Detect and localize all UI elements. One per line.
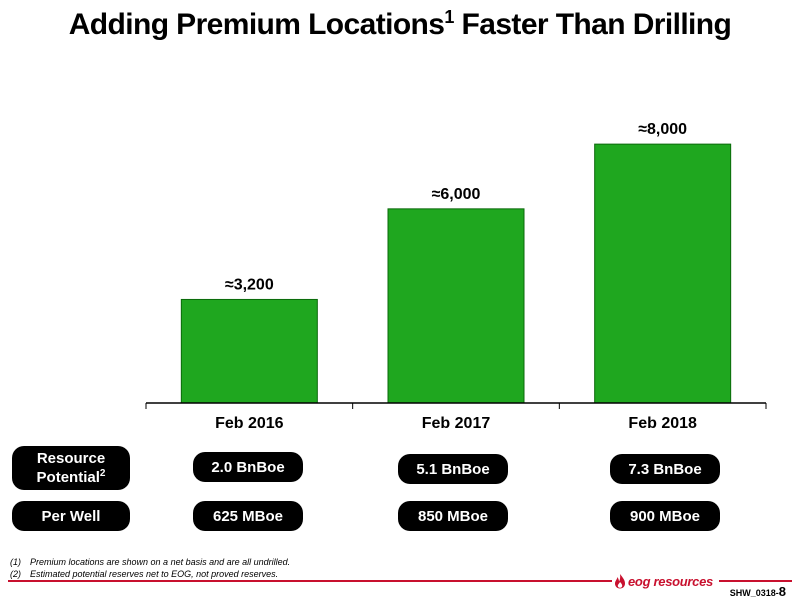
- resource-potential-value: 2.0 BnBoe: [193, 452, 303, 482]
- footnote-1: (1) Premium locations are shown on a net …: [10, 557, 291, 567]
- per-well-value: 850 MBoe: [398, 501, 508, 531]
- slide-code: SHW_0318-8: [729, 584, 786, 599]
- x-tick-label: Feb 2016: [215, 415, 284, 432]
- footnotes: (1) Premium locations are shown on a net …: [10, 556, 290, 580]
- x-tick-label: Feb 2018: [628, 415, 697, 432]
- resource-potential-value: 7.3 BnBoe: [610, 454, 720, 484]
- title-footnote-marker: 1: [444, 7, 454, 27]
- resource-potential-label: Resource Potential2: [12, 446, 130, 490]
- per-well-label: Per Well: [12, 501, 130, 531]
- per-well-value: 625 MBoe: [193, 501, 303, 531]
- per-well-value: 900 MBoe: [610, 501, 720, 531]
- company-logo: eog resources: [612, 572, 719, 590]
- title-rest: Faster Than Drilling: [453, 8, 732, 41]
- data-label: ≈6,000: [432, 186, 481, 203]
- bar: [180, 298, 318, 404]
- data-label: ≈8,000: [638, 121, 687, 138]
- data-label: ≈3,200: [225, 276, 274, 293]
- bar: [594, 143, 732, 404]
- x-tick-label: Feb 2017: [422, 415, 491, 432]
- logo-text: eog resources: [628, 573, 713, 589]
- bar-chart: ≈3,200 Feb 2016 ≈6,000 Feb 2017 ≈8,000 Feb 20…: [145, 121, 767, 432]
- page-title: Adding Premium Locations1 Faster Than Dr…: [0, 8, 800, 42]
- bar: [387, 208, 525, 404]
- flame-icon: [615, 574, 625, 589]
- footer-divider: [8, 580, 792, 582]
- resource-potential-value: 5.1 BnBoe: [398, 454, 508, 484]
- footnote-2: (2) Estimated potential reserves net to E…: [10, 569, 279, 579]
- title-main: Adding Premium Locations: [68, 8, 445, 41]
